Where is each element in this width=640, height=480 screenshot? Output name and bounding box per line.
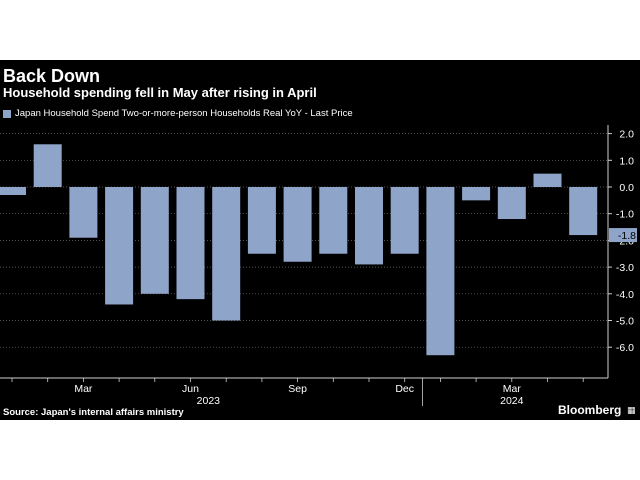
bloomberg-terminal-icon: ▦ xyxy=(627,405,636,415)
x-tick-label: Mar xyxy=(503,383,522,395)
bar xyxy=(105,187,134,305)
chart-subtitle: Household spending fell in May after ris… xyxy=(3,85,317,100)
y-tick-label: 1.0 xyxy=(619,155,634,167)
y-tick-label: -3.0 xyxy=(616,262,634,274)
y-tick-label: -1.0 xyxy=(616,209,634,221)
bar xyxy=(569,187,598,236)
bar xyxy=(462,187,491,201)
bar xyxy=(497,187,526,220)
bar xyxy=(283,187,312,262)
source-note: Source: Japan's internal affairs ministr… xyxy=(3,407,184,418)
year-label: 2023 xyxy=(197,395,221,407)
bar xyxy=(319,187,348,254)
last-value-label: -1.8 xyxy=(618,230,636,242)
bar xyxy=(426,187,455,356)
bar xyxy=(212,187,241,321)
legend-swatch xyxy=(3,109,11,118)
bar xyxy=(69,187,98,238)
chart-title: Back Down xyxy=(3,66,101,86)
year-label: 2024 xyxy=(500,395,524,407)
brand-logo-text: Bloomberg xyxy=(558,403,622,417)
y-tick-label: 0.0 xyxy=(619,182,634,194)
bar xyxy=(247,187,276,254)
bar xyxy=(140,187,169,294)
bar xyxy=(33,144,62,187)
legend-label: Japan Household Spend Two-or-more-person… xyxy=(15,108,353,119)
y-tick-label: 2.0 xyxy=(619,129,634,141)
x-tick-label: Mar xyxy=(74,383,93,395)
bar xyxy=(533,173,562,187)
x-tick-label: Dec xyxy=(395,383,414,395)
x-tick-label: Sep xyxy=(288,383,307,395)
bar xyxy=(355,187,383,265)
y-tick-label: -4.0 xyxy=(616,289,634,301)
y-tick-label: -5.0 xyxy=(616,316,634,328)
y-tick-label: -6.0 xyxy=(616,342,634,354)
bar xyxy=(176,187,205,300)
bar xyxy=(390,187,419,254)
legend: Japan Household Spend Two-or-more-person… xyxy=(3,108,353,119)
x-tick-label: Jun xyxy=(182,383,199,395)
bar xyxy=(0,187,26,196)
last-value-badge xyxy=(609,228,637,243)
